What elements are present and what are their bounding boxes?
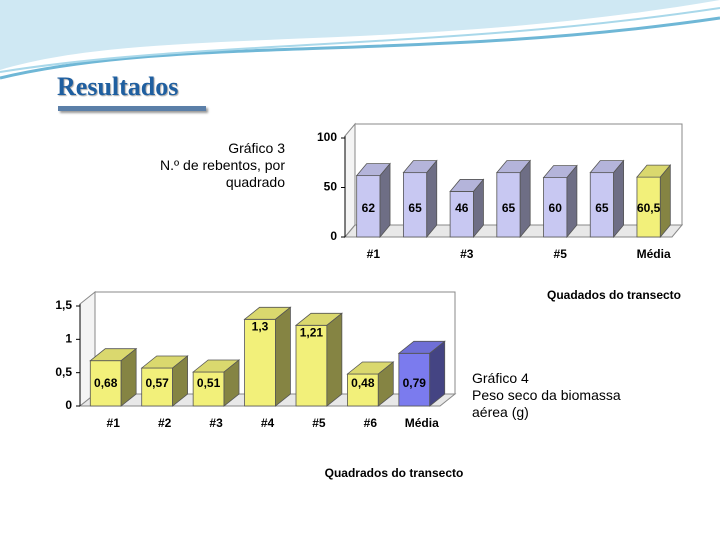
chart-title: Gráfico 3 bbox=[228, 140, 285, 156]
bar-side bbox=[566, 164, 578, 239]
value-label: 1,21 bbox=[300, 326, 324, 340]
bar bbox=[294, 312, 343, 407]
value-label: 0,51 bbox=[197, 376, 221, 390]
x-tick-label: #1 bbox=[107, 416, 121, 430]
bar bbox=[589, 159, 625, 239]
x-tick-label: Média bbox=[637, 247, 671, 261]
chart-subtitle: Peso seco da biomassa aérea (g) bbox=[472, 387, 621, 420]
x-tick-label: Média bbox=[405, 416, 439, 430]
bar bbox=[89, 347, 138, 407]
x-tick-label: #2 bbox=[158, 416, 172, 430]
x-tick-label: #3 bbox=[460, 247, 474, 261]
value-label: 0,68 bbox=[94, 376, 118, 390]
bar bbox=[355, 162, 391, 239]
y-tick-label: 0 bbox=[330, 229, 337, 243]
header-wave-line bbox=[0, 16, 720, 80]
bar bbox=[346, 361, 395, 407]
bar-side bbox=[223, 359, 240, 407]
bar-front bbox=[141, 367, 173, 407]
bar-side bbox=[326, 312, 343, 407]
y-tick-label: 100 bbox=[317, 130, 337, 144]
bar-side bbox=[379, 162, 391, 239]
bar-side bbox=[613, 159, 625, 239]
x-tick-label: #6 bbox=[364, 416, 378, 430]
bar bbox=[402, 159, 438, 239]
chart-title-box: Gráfico 4 Peso seco da biomassa aérea (g… bbox=[470, 368, 629, 423]
value-label: 60 bbox=[549, 201, 563, 215]
y-tick-label: 1 bbox=[65, 332, 72, 346]
bar bbox=[397, 340, 446, 407]
bar-side bbox=[473, 178, 484, 239]
bar-side bbox=[659, 164, 671, 239]
bar-side bbox=[172, 355, 188, 407]
title-underline bbox=[58, 106, 206, 111]
value-label: 62 bbox=[362, 201, 376, 215]
bar bbox=[243, 306, 292, 407]
slide-title: Resultados bbox=[57, 72, 179, 101]
bar bbox=[636, 164, 672, 239]
value-label: 46 bbox=[455, 201, 469, 215]
y-tick-label: 1,5 bbox=[55, 298, 72, 312]
bar-front bbox=[347, 373, 379, 407]
bar bbox=[192, 359, 241, 407]
value-label: 0,48 bbox=[351, 376, 375, 390]
bar-front bbox=[89, 360, 122, 407]
bar-side bbox=[426, 159, 438, 239]
x-axis-label: Quadados do transecto bbox=[547, 288, 681, 302]
x-axis-label: Quadrados do transecto bbox=[325, 466, 464, 480]
value-label: 65 bbox=[408, 201, 422, 215]
value-label: 60,5 bbox=[637, 201, 661, 215]
bar-side bbox=[429, 340, 446, 407]
x-tick-label: #1 bbox=[367, 247, 381, 261]
bar-side bbox=[377, 361, 394, 407]
chart-subtitle: N.º de rebentos, por quadrado bbox=[160, 157, 285, 190]
header-wave-line bbox=[0, 7, 720, 73]
bar-front bbox=[295, 324, 328, 407]
value-label: 65 bbox=[502, 201, 516, 215]
header-wave bbox=[0, 0, 720, 70]
value-label: 65 bbox=[595, 201, 609, 215]
y-tick-label: 0,5 bbox=[55, 365, 72, 379]
value-label: 0,79 bbox=[403, 376, 427, 390]
x-tick-label: #5 bbox=[312, 416, 326, 430]
bar bbox=[542, 164, 578, 239]
bar-side bbox=[120, 347, 137, 407]
bar-side bbox=[519, 159, 531, 239]
x-tick-label: #5 bbox=[554, 247, 568, 261]
bar bbox=[140, 355, 189, 407]
chart-title: Gráfico 4 bbox=[472, 370, 529, 386]
y-tick-label: 50 bbox=[324, 180, 338, 194]
bar bbox=[495, 159, 532, 239]
side-wall bbox=[344, 122, 356, 239]
bar-side bbox=[275, 306, 291, 407]
value-label: 0,57 bbox=[145, 376, 169, 390]
chart-title-box: Gráfico 3 N.º de rebentos, por quadrado bbox=[55, 140, 285, 250]
y-tick-label: 0 bbox=[65, 398, 72, 412]
x-tick-label: #3 bbox=[209, 416, 223, 430]
value-label: 1,3 bbox=[252, 320, 269, 334]
bar bbox=[449, 178, 485, 239]
x-tick-label: #4 bbox=[261, 416, 275, 430]
